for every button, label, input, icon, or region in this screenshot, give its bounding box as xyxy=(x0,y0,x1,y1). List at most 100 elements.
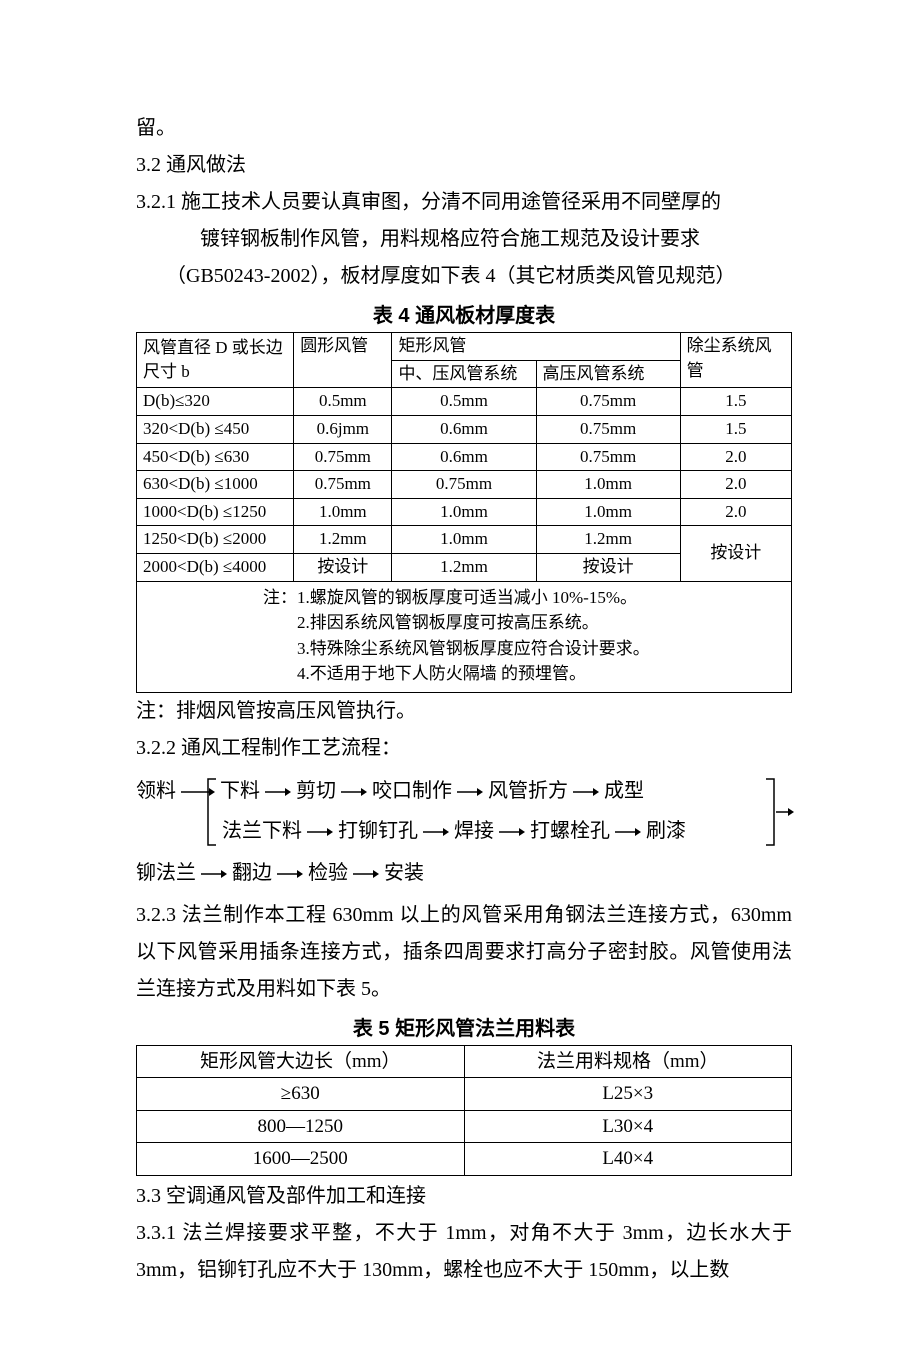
table-cell: 0.75mm xyxy=(294,471,392,499)
bracket-left-icon xyxy=(204,777,218,847)
arrow-right-icon xyxy=(277,868,303,880)
table-cell: 1.2mm xyxy=(536,526,680,554)
flow-step: 咬口制作 xyxy=(372,780,452,802)
flow-step: 安装 xyxy=(384,862,424,884)
table-cell: D(b)≤320 xyxy=(137,388,294,416)
table-cell: 1.0mm xyxy=(536,471,680,499)
table-4: 风管直径 D 或长边 尺寸 b 圆形风管 矩形风管 除尘系统风管 中、压风管系统… xyxy=(136,332,792,693)
table-cell: 1.0mm xyxy=(392,498,536,526)
flow-step: 刷漆 xyxy=(646,820,686,842)
col-header: 风管直径 D 或长边 xyxy=(143,338,283,357)
table-cell: 1000<D(b) ≤1250 xyxy=(137,498,294,526)
arrow-right-icon xyxy=(341,786,367,798)
table-cell: 按设计 xyxy=(294,554,392,582)
table-cell: 0.75mm xyxy=(536,415,680,443)
flow-step: 检验 xyxy=(308,862,348,884)
arrow-right-icon xyxy=(265,786,291,798)
section-heading: 3.2 通风做法 xyxy=(136,147,792,184)
process-flow-diagram: 领料 下料 剪切 咬口制作 风管折方 成型 法兰下料 打铆钉孔 焊接 打螺栓孔 … xyxy=(136,771,792,893)
document-page: 留。 3.2 通风做法 3.2.1 施工技术人员要认真审图，分清不同用途管径采用… xyxy=(0,0,920,1349)
bracket-right-icon xyxy=(764,777,794,847)
table-cell: 2.0 xyxy=(680,498,791,526)
arrow-right-icon xyxy=(353,868,379,880)
table-notes-row: 注：1.螺旋风管的钢板厚度可适当减小 10%-15%。 注：2.排因系统风管钢板… xyxy=(137,581,792,692)
table-cell: 1.2mm xyxy=(392,554,536,582)
flow-step: 铆法兰 xyxy=(136,862,196,884)
table-note: 注： xyxy=(263,588,297,607)
arrow-right-icon xyxy=(201,868,227,880)
table-row: 1250<D(b) ≤2000 1.2mm 1.0mm 1.2mm 按设计 xyxy=(137,526,792,554)
table-title: 表 5 矩形风管法兰用料表 xyxy=(136,1012,792,1041)
table-cell: 450<D(b) ≤630 xyxy=(137,443,294,471)
table-header-row: 风管直径 D 或长边 尺寸 b 圆形风管 矩形风管 除尘系统风管 xyxy=(137,333,792,361)
table-header-row: 矩形风管大边长（mm） 法兰用料规格（mm） xyxy=(137,1045,792,1078)
flow-step: 翻边 xyxy=(232,862,272,884)
table-cell: 0.75mm xyxy=(536,388,680,416)
arrow-right-icon xyxy=(423,826,449,838)
table-cell: 1.5 xyxy=(680,415,791,443)
col-header: 矩形风管 xyxy=(392,333,680,361)
table-note: 2.排因系统风管钢板厚度可按高压系统。 xyxy=(297,613,599,632)
arrow-right-icon xyxy=(499,826,525,838)
table-cell: 800—1250 xyxy=(137,1110,465,1143)
table-cell: L40×4 xyxy=(464,1143,792,1176)
section-heading: 3.2.2 通风工程制作工艺流程： xyxy=(136,730,792,767)
table-cell: 2000<D(b) ≤4000 xyxy=(137,554,294,582)
table-cell: 1600—2500 xyxy=(137,1143,465,1176)
table-cell: L25×3 xyxy=(464,1078,792,1111)
table-row: D(b)≤320 0.5mm 0.5mm 0.75mm 1.5 xyxy=(137,388,792,416)
table-row: 320<D(b) ≤450 0.6jmm 0.6mm 0.75mm 1.5 xyxy=(137,415,792,443)
paragraph: 3.2.1 施工技术人员要认真审图，分清不同用途管径采用不同壁厚的 xyxy=(136,184,792,221)
table-row: 630<D(b) ≤1000 0.75mm 0.75mm 1.0mm 2.0 xyxy=(137,471,792,499)
table-cell: 0.5mm xyxy=(294,388,392,416)
flow-step: 打螺栓孔 xyxy=(530,820,610,842)
flow-step: 领料 xyxy=(136,780,176,802)
section-heading: 3.3 空调通风管及部件加工和连接 xyxy=(136,1178,792,1215)
flow-step: 焊接 xyxy=(454,820,494,842)
table-cell: 按设计 xyxy=(536,554,680,582)
flow-step: 法兰下料 xyxy=(222,820,302,842)
table-cell: 0.75mm xyxy=(294,443,392,471)
table-cell: 1250<D(b) ≤2000 xyxy=(137,526,294,554)
paragraph: 留。 xyxy=(136,110,792,147)
flow-step: 下料 xyxy=(220,780,260,802)
paragraph: 镀锌钢板制作风管，用料规格应符合施工规范及设计要求 xyxy=(136,221,792,258)
table-cell: 1.0mm xyxy=(392,526,536,554)
table-cell: 0.75mm xyxy=(536,443,680,471)
table-note: 3.特殊除尘系统风管钢板厚度应符合设计要求。 xyxy=(297,639,650,658)
table-cell: 0.5mm xyxy=(392,388,536,416)
table-cell: 按设计 xyxy=(680,526,791,581)
flow-step: 打铆钉孔 xyxy=(338,820,418,842)
table-cell: 0.75mm xyxy=(392,471,536,499)
table-cell: ≥630 xyxy=(137,1078,465,1111)
table-row: 450<D(b) ≤630 0.75mm 0.6mm 0.75mm 2.0 xyxy=(137,443,792,471)
table-cell: 0.6jmm xyxy=(294,415,392,443)
arrow-right-icon xyxy=(457,786,483,798)
table-note: 4.不适用于地下人防火隔墙 的预埋管。 xyxy=(297,664,586,683)
col-header: 尺寸 b xyxy=(143,362,190,381)
table-title: 表 4 通风板材厚度表 xyxy=(136,299,792,328)
table-cell: 2.0 xyxy=(680,471,791,499)
table-note: 1.螺旋风管的钢板厚度可适当减小 10%-15%。 xyxy=(297,588,637,607)
flow-step: 成型 xyxy=(604,780,644,802)
col-header: 矩形风管大边长（mm） xyxy=(137,1045,465,1078)
table-row: 1600—2500 L40×4 xyxy=(137,1143,792,1176)
table-row: 800—1250 L30×4 xyxy=(137,1110,792,1143)
table-cell: 2.0 xyxy=(680,443,791,471)
paragraph: 3.2.3 法兰制作本工程 630mm 以上的风管采用角钢法兰连接方式，630m… xyxy=(136,897,792,1008)
table-cell: 0.6mm xyxy=(392,415,536,443)
table-cell: 630<D(b) ≤1000 xyxy=(137,471,294,499)
table-cell: 1.0mm xyxy=(294,498,392,526)
arrow-right-icon xyxy=(615,826,641,838)
table-cell: 1.2mm xyxy=(294,526,392,554)
flow-step: 剪切 xyxy=(296,780,336,802)
table-cell: 0.6mm xyxy=(392,443,536,471)
col-header: 中、压风管系统 xyxy=(392,360,536,388)
flow-step: 风管折方 xyxy=(488,780,568,802)
col-header: 除尘系统风管 xyxy=(680,333,791,388)
table-row: ≥630 L25×3 xyxy=(137,1078,792,1111)
col-header: 法兰用料规格（mm） xyxy=(464,1045,792,1078)
arrow-right-icon xyxy=(573,786,599,798)
arrow-right-icon xyxy=(307,826,333,838)
paragraph: 注：排烟风管按高压风管执行。 xyxy=(136,693,792,730)
